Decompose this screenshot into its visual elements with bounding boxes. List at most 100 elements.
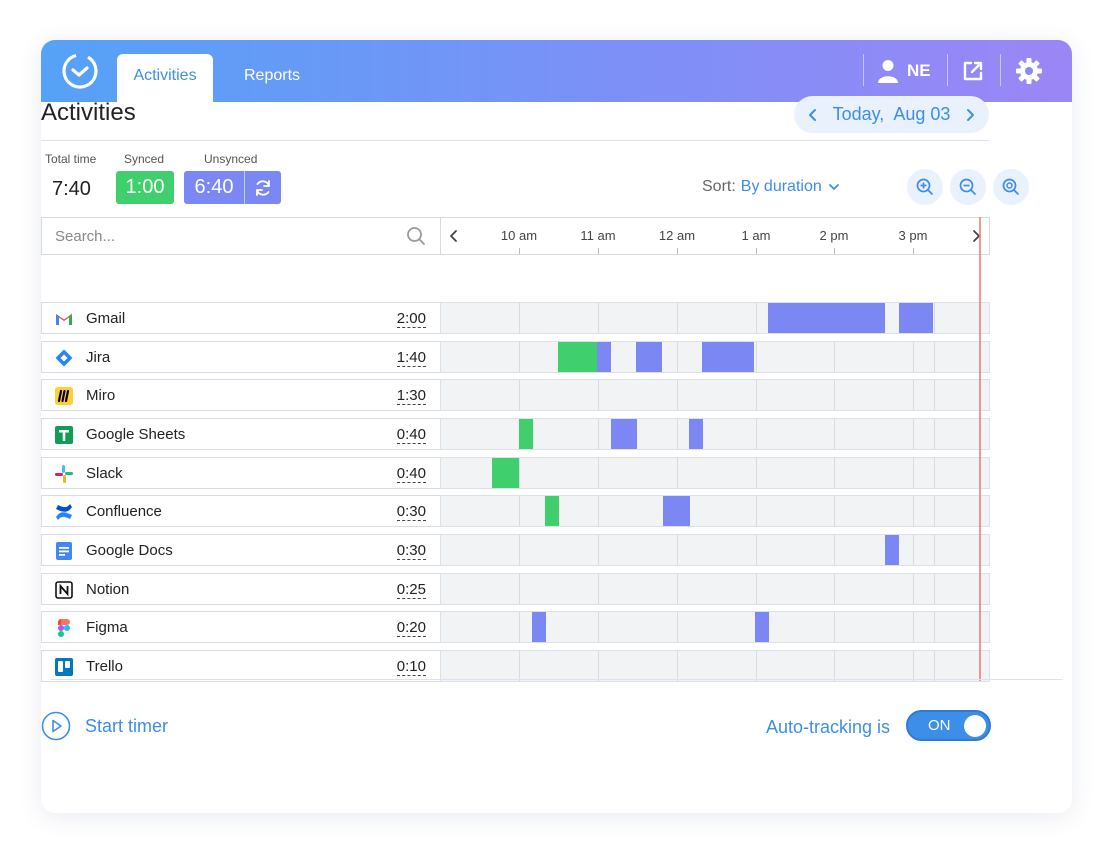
app-name: Notion — [86, 581, 130, 598]
unsynced-activity-segment[interactable] — [532, 612, 546, 642]
zoom-in-button[interactable] — [907, 169, 943, 205]
timeline-gridline — [756, 651, 757, 681]
unsynced-activity-segment[interactable] — [702, 342, 754, 372]
timeline-tick-label: 2 pm — [819, 228, 849, 243]
unsynced-activity-segment[interactable] — [611, 419, 637, 449]
timeline-gridline — [756, 380, 757, 410]
unsynced-activity-segment[interactable] — [885, 535, 899, 565]
synced-value: 1:00 — [116, 171, 174, 204]
search-input[interactable] — [55, 227, 375, 245]
unsynced-activity-segment[interactable] — [663, 496, 677, 526]
zoom-out-button[interactable] — [950, 169, 986, 205]
app-name-cell[interactable]: Notion 0:25 — [41, 573, 440, 605]
app-name-cell[interactable]: Gmail 2:00 — [41, 302, 440, 334]
timeline-gridline — [934, 574, 935, 604]
unsynced-activity-segment[interactable] — [768, 303, 833, 333]
footer-divider — [51, 679, 1062, 680]
total-time-value: 7:40 — [52, 178, 91, 200]
timeline-prev-icon[interactable] — [447, 229, 461, 243]
unsynced-activity-segment[interactable] — [597, 342, 611, 372]
timeline-gridline — [677, 342, 678, 372]
user-menu[interactable]: NE — [877, 56, 931, 86]
page-title: Activities — [41, 99, 136, 126]
table-row: Gmail 2:00 — [41, 302, 990, 334]
chevron-down-icon — [828, 184, 839, 190]
timeline-tick-mark — [913, 248, 914, 254]
timeline-gridline — [677, 612, 678, 642]
current-time-line — [979, 217, 981, 681]
table-row: Notion 0:25 — [41, 573, 990, 605]
app-duration[interactable]: 0:25 — [396, 581, 426, 599]
app-duration[interactable]: 2:00 — [396, 310, 426, 328]
timeline-gridline — [519, 535, 520, 565]
timeline-gridline — [834, 380, 835, 410]
timeline-gridline — [677, 419, 678, 449]
app-name-cell[interactable]: Trello 0:10 — [41, 650, 440, 682]
chevron-left-icon[interactable] — [806, 108, 820, 122]
app-duration[interactable]: 1:40 — [396, 349, 426, 367]
app-name: Google Sheets — [86, 426, 186, 443]
unsynced-activity-segment[interactable] — [899, 303, 913, 333]
start-timer-label: Start timer — [85, 715, 169, 736]
sort-prefix: Sort: — [702, 178, 736, 195]
synced-activity-segment[interactable] — [492, 458, 519, 488]
timeline-track — [440, 418, 990, 450]
auto-tracking-toggle[interactable]: ON — [906, 710, 991, 741]
timeline-gridline — [677, 574, 678, 604]
unsynced-value: 6:40 — [194, 176, 234, 198]
unsynced-activity-segment[interactable] — [676, 496, 690, 526]
app-name-cell[interactable]: Confluence 0:30 — [41, 495, 440, 527]
unsynced-block: 6:40 — [184, 171, 281, 204]
gmail-icon — [54, 309, 74, 329]
unsynced-activity-segment[interactable] — [689, 419, 703, 449]
timeline-gridline — [598, 612, 599, 642]
app-duration[interactable]: 0:30 — [396, 542, 426, 560]
timeline-gridline — [756, 419, 757, 449]
app-name-cell[interactable]: Jira 1:40 — [41, 341, 440, 373]
zoom-in-icon — [916, 178, 933, 195]
app-duration[interactable]: 0:30 — [396, 503, 426, 521]
zoom-out-icon — [959, 178, 976, 195]
synced-activity-segment[interactable] — [545, 496, 559, 526]
settings-gear-icon[interactable] — [1013, 55, 1045, 87]
date-label[interactable]: Today, Aug 03 — [832, 104, 951, 124]
app-name-cell[interactable]: Slack 0:40 — [41, 457, 440, 489]
timeline-tick-mark — [598, 248, 599, 254]
tab-reports[interactable]: Reports — [243, 67, 301, 84]
zoom-fit-button[interactable] — [993, 169, 1029, 205]
unsynced-activity-segment[interactable] — [636, 342, 662, 372]
chevron-right-icon[interactable] — [963, 108, 977, 122]
app-duration[interactable]: 0:40 — [396, 465, 426, 483]
timeline-track — [440, 302, 990, 334]
sync-button[interactable] — [244, 171, 281, 204]
search-icon[interactable] — [406, 226, 426, 246]
sort-dropdown[interactable]: Sort: By duration — [702, 178, 841, 196]
unsynced-activity-segment[interactable] — [833, 303, 885, 333]
app-duration[interactable]: 0:20 — [396, 619, 426, 637]
app-duration[interactable]: 0:40 — [396, 426, 426, 444]
jira-icon — [54, 348, 74, 368]
app-name-cell[interactable]: Google Docs 0:30 — [41, 534, 440, 566]
timeline-gridline — [519, 458, 520, 488]
external-link-icon[interactable] — [957, 55, 989, 87]
app-duration[interactable]: 1:30 — [396, 387, 426, 405]
tab-activities[interactable]: Activities — [117, 54, 213, 102]
header-separator — [1000, 54, 1001, 86]
timeline-gridline — [934, 651, 935, 681]
app-name-cell[interactable]: Google Sheets 0:40 — [41, 418, 440, 450]
app-name-cell[interactable]: Figma 0:20 — [41, 611, 440, 643]
title-divider — [41, 140, 989, 141]
timeline-gridline — [519, 496, 520, 526]
timeline-track — [440, 457, 990, 489]
unsynced-activity-segment[interactable] — [912, 303, 933, 333]
app-name-cell[interactable]: Miro 1:30 — [41, 379, 440, 411]
timeline-gridline — [934, 419, 935, 449]
start-timer-button[interactable]: Start timer — [41, 711, 168, 741]
timeline-gridline — [834, 496, 835, 526]
app-duration[interactable]: 0:10 — [396, 658, 426, 676]
synced-activity-segment[interactable] — [519, 419, 533, 449]
unsynced-activity-segment[interactable] — [755, 612, 769, 642]
slack-icon — [54, 464, 74, 484]
synced-activity-segment[interactable] — [558, 342, 597, 372]
timeline-gridline — [756, 303, 757, 333]
